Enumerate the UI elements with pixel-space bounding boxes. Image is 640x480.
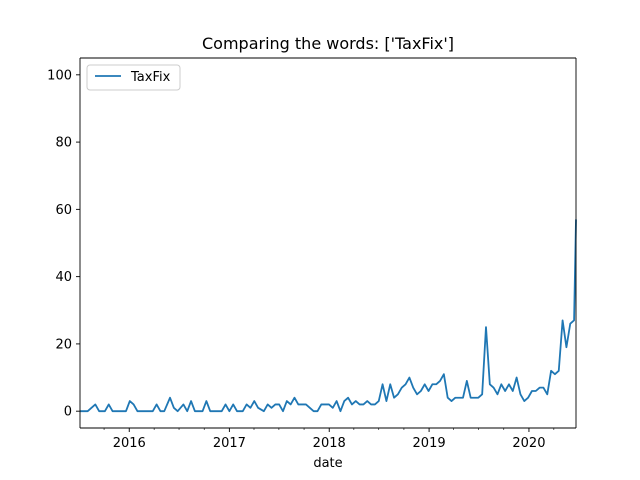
legend-box (86, 64, 181, 91)
y-tick-label: 60 (55, 203, 72, 218)
x-axis-label: date (313, 456, 342, 471)
y-tick-label: 80 (55, 136, 72, 151)
x-tick-label: 2017 (213, 436, 246, 451)
y-tick-label: 0 (64, 405, 72, 420)
x-tick-label: 2019 (413, 436, 446, 451)
x-tick-label: 2018 (313, 436, 346, 451)
axes-frame (79, 57, 577, 429)
legend-label: TaxFix (130, 70, 171, 85)
legend: TaxFix (86, 64, 181, 91)
y-tick-label: 20 (55, 337, 72, 352)
x-tick-label: 2016 (113, 436, 146, 451)
plot-area (80, 58, 576, 428)
chart-title: Comparing the words: ['TaxFix'] (202, 34, 454, 53)
x-tick-label: 2020 (512, 436, 545, 451)
series-line-taxfix (80, 219, 577, 413)
y-tick-label: 100 (47, 68, 72, 83)
y-tick-label: 40 (55, 270, 72, 285)
